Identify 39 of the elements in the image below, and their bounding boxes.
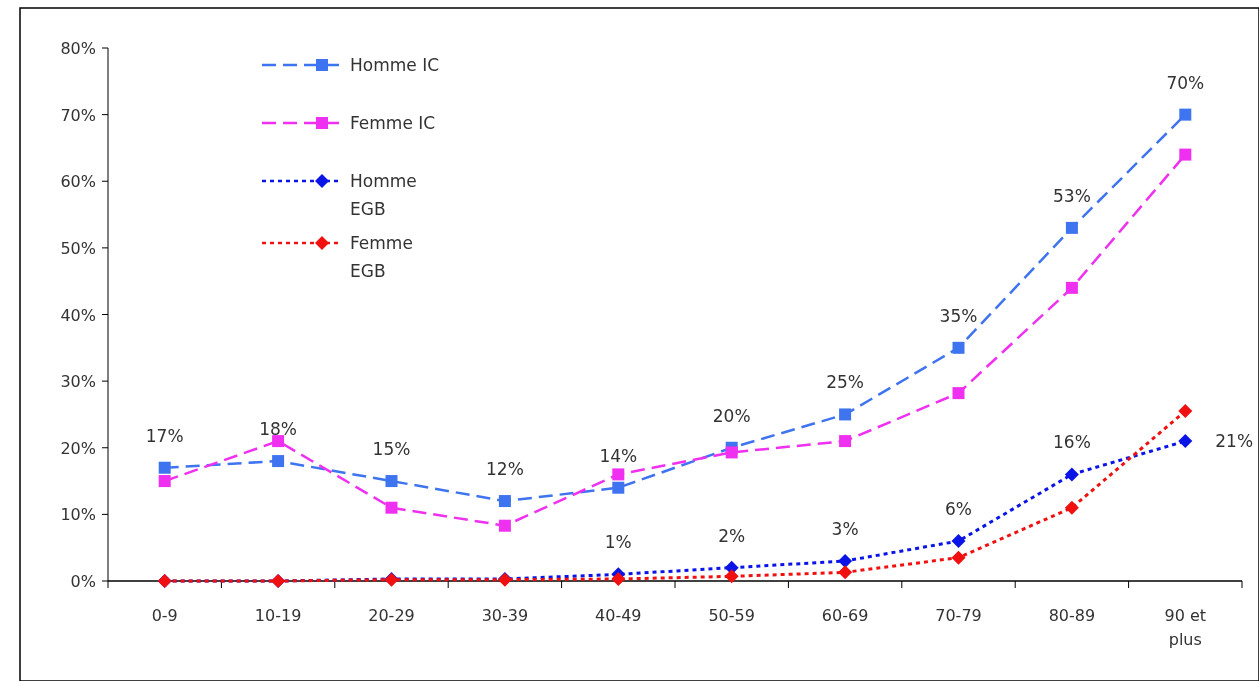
data-label: 70% (1166, 72, 1205, 93)
data-label: 12% (486, 459, 524, 480)
data-label: 21% (1215, 431, 1254, 452)
x-tick-label: 60-69 (821, 606, 869, 625)
y-tick-label: 50% (60, 238, 96, 258)
data-label: 2% (718, 525, 746, 546)
y-tick-label: 10% (60, 505, 96, 525)
y-tick-label: 70% (60, 105, 96, 125)
data-label: 14% (599, 445, 638, 466)
y-tick-label: 60% (60, 172, 96, 192)
data-label: 15% (372, 439, 411, 460)
data-label: 35% (939, 305, 978, 326)
y-tick-label: 80% (60, 39, 96, 58)
legend-label: Homme IC (350, 55, 440, 75)
y-tick-label: 20% (60, 438, 96, 458)
data-label: 53% (1053, 185, 1091, 206)
data-label: 18% (259, 419, 297, 440)
legend-label: Homme EGB (350, 171, 417, 219)
x-tick-label: 70-79 (935, 606, 982, 625)
x-tick-label: 20-29 (368, 606, 415, 625)
x-tick-label: 50-59 (708, 606, 755, 625)
data-label: 6% (945, 499, 972, 520)
x-tick-label: 90 et plus (1164, 606, 1207, 649)
y-tick-label: 30% (60, 372, 96, 392)
y-tick-label: 40% (60, 305, 96, 325)
legend-label: Femme IC (350, 113, 436, 133)
data-label: 1% (604, 532, 632, 553)
x-tick-label: 30-39 (481, 606, 529, 625)
data-label: 25% (826, 372, 864, 393)
x-tick-label: 10-19 (254, 606, 302, 625)
data-label: 16% (1053, 432, 1091, 453)
data-label: 17% (145, 425, 184, 446)
y-tick-label: 0% (70, 572, 96, 591)
data-label: 20% (712, 405, 751, 426)
x-tick-label: 0-9 (151, 606, 178, 625)
legend-label: Femme EGB (350, 233, 413, 281)
x-tick-label: 80-89 (1048, 606, 1096, 625)
x-tick-label: 40-49 (595, 606, 642, 625)
data-label: 3% (831, 519, 859, 540)
